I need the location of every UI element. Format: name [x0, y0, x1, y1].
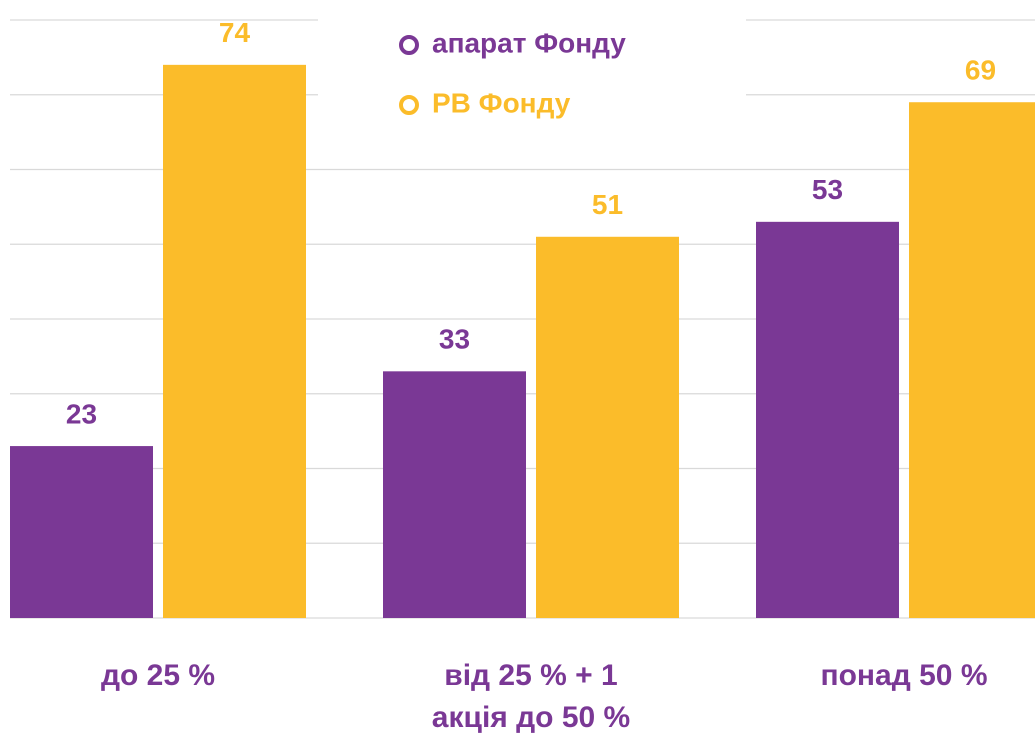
x-tick-label: до 25 %: [100, 659, 216, 692]
data-label: 23: [66, 398, 97, 429]
legend-label: апарат Фонду: [432, 27, 626, 58]
legend-marker: [399, 35, 419, 55]
bar: [383, 371, 526, 618]
data-label: 69: [965, 55, 996, 86]
bar: [10, 446, 153, 618]
legend-marker: [399, 95, 419, 115]
data-label: 51: [592, 189, 623, 220]
x-tick-label: понад 50 %: [820, 659, 988, 692]
data-label: 74: [219, 17, 251, 48]
bar: [756, 221, 899, 618]
bar: [536, 236, 679, 618]
legend-label: РВ Фонду: [432, 87, 571, 118]
bar: [909, 102, 1035, 619]
bar: [163, 64, 306, 619]
data-label: 53: [812, 174, 843, 205]
data-label: 33: [439, 324, 470, 355]
x-tick-label: від 25 % + 1 акція до 50 %: [431, 659, 631, 733]
legend-box: [318, 8, 746, 140]
